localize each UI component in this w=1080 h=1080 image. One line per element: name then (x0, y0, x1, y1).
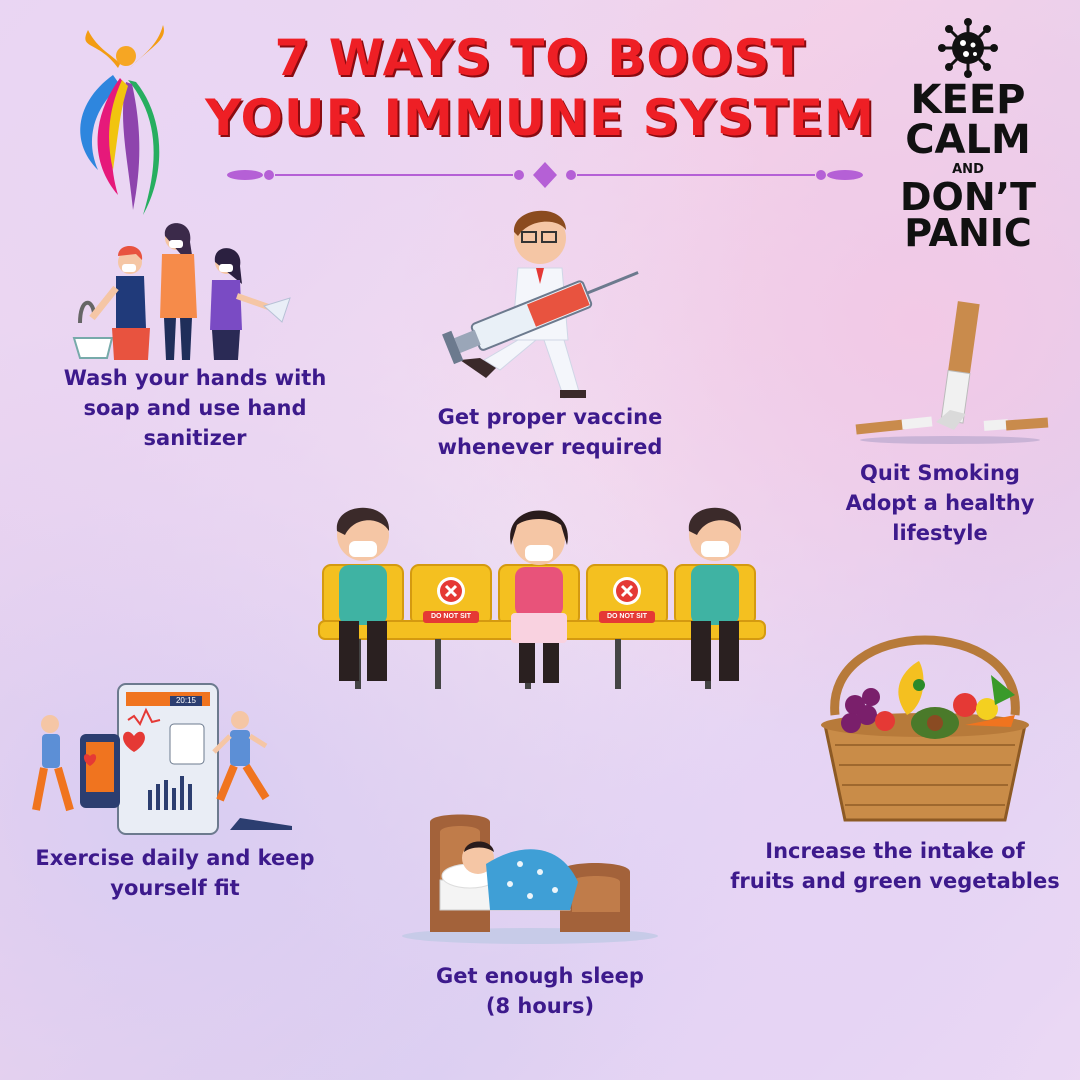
caption-quit-smoking: Quit Smoking Adopt a healthy lifestyle (810, 458, 1070, 548)
caption-exercise: Exercise daily and keep yourself fit (20, 843, 330, 903)
caption-line: sanitizer (143, 426, 247, 450)
caption-line: (8 hours) (485, 994, 595, 1018)
brand-logo (58, 20, 188, 220)
caption-line: Quit Smoking (860, 461, 1020, 485)
caption-vaccine: Get proper vaccine whenever required (405, 402, 695, 462)
sleeping-illustration (400, 812, 660, 947)
do-not-sit-sign: DO NOT SIT (606, 613, 648, 620)
caption-fruits: Increase the intake of fruits and green … (715, 836, 1075, 896)
calm-text: CALM (905, 117, 1031, 163)
caption-line: Adopt a healthy (845, 491, 1035, 515)
caption-line: whenever required (437, 435, 663, 459)
exercise-illustration: 20:15 (30, 680, 300, 840)
keep-calm-badge: KEEP CALM AND DON’T PANIC (878, 18, 1058, 255)
and-text: AND (952, 162, 984, 177)
caption-line: Wash your hands with (63, 366, 327, 390)
caption-line: fruits and green vegetables (730, 869, 1060, 893)
caption-line: yourself fit (110, 876, 240, 900)
do-not-sit-sign: DO NOT SIT (430, 613, 472, 620)
device-time: 20:15 (175, 696, 197, 705)
title-line-1: 7 WAYS TO BOOST (274, 29, 806, 87)
page-title: 7 WAYS TO BOOST YOUR IMMUNE SYSTEM (180, 28, 900, 148)
dont-text: DON’T (899, 175, 1036, 219)
virus-icon (938, 18, 998, 78)
panic-text: PANIC (904, 211, 1032, 255)
doctor-syringe-illustration (440, 200, 650, 400)
caption-line: Get proper vaccine (437, 405, 663, 429)
caption-line: soap and use hand (83, 396, 307, 420)
handwashing-illustration (72, 218, 292, 360)
caption-line: lifestyle (892, 521, 988, 545)
caption-sleep: Get enough sleep (8 hours) (390, 961, 690, 1021)
title-divider (225, 160, 865, 190)
fruit-basket-illustration (815, 605, 1035, 827)
caption-handwashing: Wash your hands with soap and use hand s… (40, 363, 350, 453)
social-distancing-illustration: DO NOT SIT DO NOT SIT (315, 495, 770, 695)
cigarette-illustration (850, 298, 1050, 448)
caption-line: Increase the intake of (765, 839, 1025, 863)
keep-text: KEEP (910, 77, 1026, 123)
title-line-2: YOUR IMMUNE SYSTEM (205, 89, 875, 147)
caption-line: Exercise daily and keep (35, 846, 315, 870)
caption-line: Get enough sleep (436, 964, 644, 988)
